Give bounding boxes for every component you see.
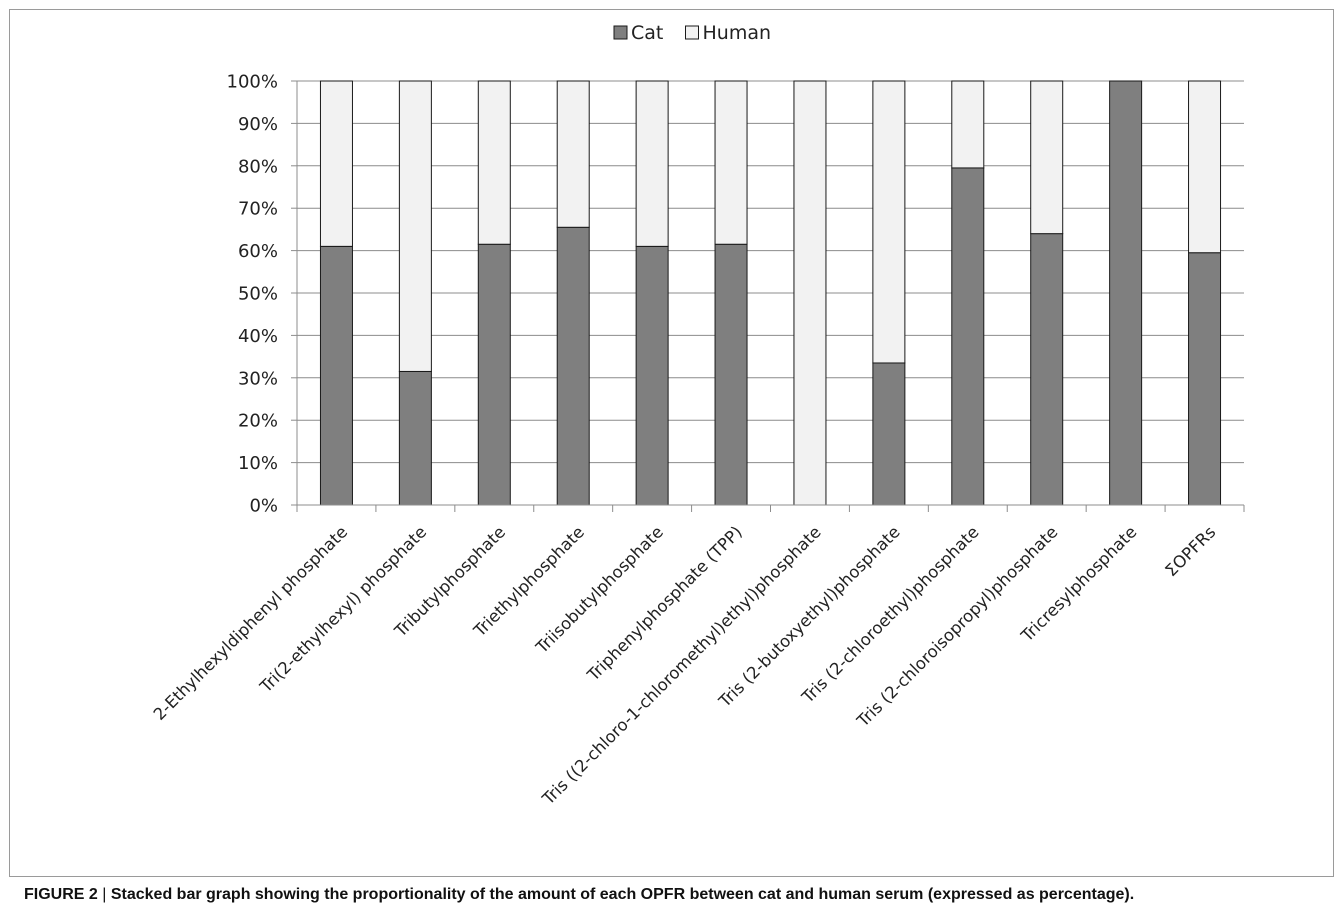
- x-category-labels: 2-Ethylhexyldiphenyl phosphateTri(2-ethy…: [150, 522, 1220, 809]
- bar-cat: [556, 226, 590, 506]
- bar-cat: [477, 243, 511, 506]
- legend-swatch-human: [685, 25, 699, 40]
- bar-cat: [635, 245, 669, 506]
- y-tick-label: 0%: [249, 496, 278, 517]
- x-category-label: Tri(2-ethylhexyl) phosphate: [256, 522, 430, 696]
- x-category-label: Triphenylphosphate (TPP): [583, 522, 746, 685]
- bar-human: [319, 80, 353, 247]
- bars: [319, 80, 1222, 506]
- x-category-label: Triisobutylphosphate: [532, 522, 667, 657]
- axes: [291, 80, 1245, 512]
- y-tick-label: 70%: [238, 199, 278, 220]
- y-tick-label: 10%: [238, 453, 278, 474]
- legend: Cat Human: [613, 22, 772, 44]
- y-tick-label: 50%: [238, 284, 278, 305]
- bar-cat: [319, 245, 353, 506]
- bar-human: [793, 80, 827, 506]
- x-category-label: Tris ((2-chloro-1-chloromethyl)ethyl)pho…: [538, 522, 825, 809]
- gridlines: [297, 80, 1244, 464]
- bar-cat: [1109, 80, 1143, 506]
- bar-human: [872, 80, 906, 364]
- caption-text: Stacked bar graph showing the proportion…: [110, 886, 1135, 903]
- legend-label-cat: Cat: [631, 22, 663, 44]
- caption-label: FIGURE 2: [24, 886, 98, 903]
- bar-human: [477, 80, 511, 245]
- bar-human: [1188, 80, 1222, 254]
- y-tick-label: 100%: [227, 72, 278, 93]
- y-tick-label: 20%: [238, 411, 278, 432]
- legend-label-human: Human: [703, 22, 772, 44]
- bar-cat: [872, 362, 906, 506]
- figure-caption: FIGURE 2 | Stacked bar graph showing the…: [24, 886, 1340, 904]
- bar-human: [398, 80, 432, 372]
- y-tick-label: 40%: [238, 326, 278, 347]
- bar-cat: [398, 370, 432, 506]
- legend-swatch-cat: [613, 25, 628, 40]
- x-category-label: ΣOPFRs: [1161, 522, 1219, 580]
- bar-cat: [951, 167, 985, 506]
- bar-human: [1030, 80, 1064, 235]
- y-tick-labels: 0% 10% 20% 30% 40% 50% 60% 70% 80% 90% 100%: [227, 72, 278, 517]
- y-tick-label: 30%: [238, 368, 278, 389]
- bar-human: [556, 80, 590, 228]
- bar-cat: [714, 243, 748, 506]
- bar-human: [635, 80, 669, 247]
- y-tick-label: 90%: [238, 114, 278, 135]
- bar-cat: [1188, 252, 1222, 506]
- bar-cat: [1030, 233, 1064, 506]
- bar-human: [714, 80, 748, 245]
- stacked-bar-chart: 0% 10% 20% 30% 40% 50% 60% 70% 80% 90% 100% 2-Ethy…: [150, 22, 1245, 809]
- y-tick-label: 60%: [238, 241, 278, 262]
- caption-separator: |: [102, 886, 107, 903]
- bar-human: [951, 80, 985, 169]
- y-tick-label: 80%: [238, 156, 278, 177]
